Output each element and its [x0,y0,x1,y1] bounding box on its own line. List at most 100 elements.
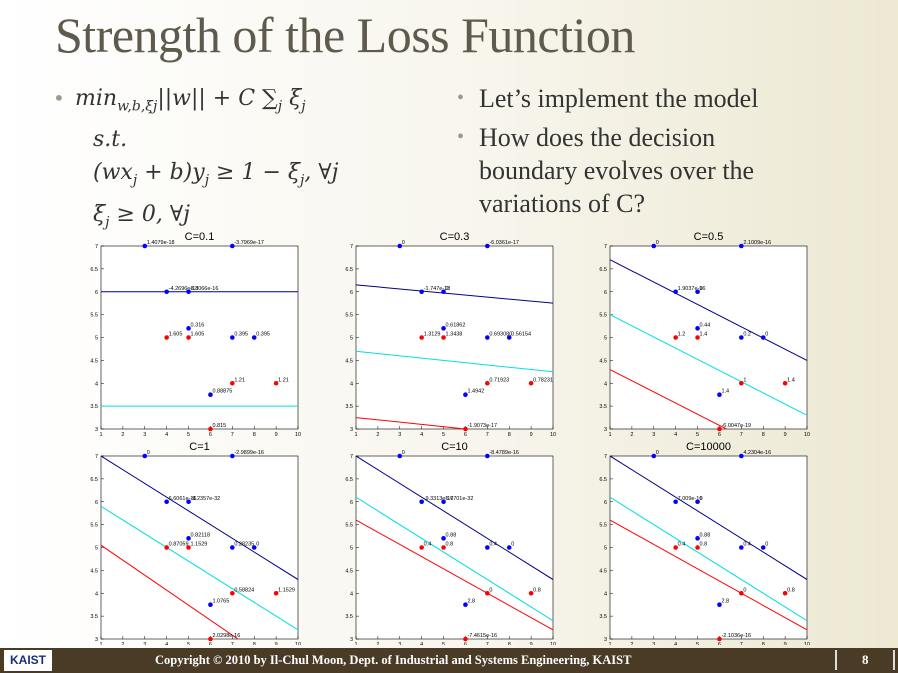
lines [610,456,807,631]
point [186,326,191,331]
y-tick-label: 6 [350,290,353,296]
point-label: 1 [743,377,746,383]
point-label: 0 [656,240,659,246]
point-label: -3.7969e-17 [234,240,264,246]
page-box: 8 [835,650,895,670]
formula-part: j [300,172,305,189]
y-tick-label: 6.5 [90,267,98,273]
point-label: 0 [489,587,492,593]
x-tick-label: 5 [442,642,445,645]
formula-part: ||w|| + C ∑ [157,86,278,111]
x-tick-label: 8 [253,642,256,645]
logo-box: KAIST [4,650,52,671]
formula-part: min [75,86,118,111]
x-tick-label: 6 [718,432,721,438]
plot: C=10000 1 2 3 4 5 6 7 8 9 10 3 3.5 4 4.5 5 5.5 6 6.5 7 0 4.23… [599,441,810,645]
point-label: 0.4 [489,542,497,548]
formula-part: j [204,172,210,189]
lines [610,259,807,429]
x-tick-label: 5 [696,642,699,645]
point [528,590,534,596]
y-tick-label: 3.5 [345,614,353,620]
point [441,326,446,331]
point-label: 1.4079e-18 [147,240,175,246]
y-tick-label: 7 [604,454,607,460]
point [251,335,257,340]
y-tick-label: 4 [604,591,607,597]
point-label: 0.88875 [212,389,232,395]
boundary-line [610,519,807,631]
plot-area [355,455,554,640]
x-tick-label: 7 [231,642,234,645]
y-tick-label: 6.5 [345,477,353,483]
x-tick-label: 9 [275,642,278,645]
point-label: 0.56154 [511,332,531,338]
y-tick-label: 5.5 [599,313,607,319]
boundary-line [610,369,728,429]
point-label: -6.0047e-19 [721,423,751,429]
bullet: • Let’s implement the model [457,84,759,113]
point-label: 2.8 [467,599,475,605]
point [717,426,722,432]
point [186,289,191,295]
y-tick-label: 6 [95,290,98,296]
point [673,499,678,505]
formula-line: s.t. [93,123,338,156]
point-label: -1.747e-18 [424,286,451,292]
x-tick-label: 7 [231,432,234,438]
point-label: 0.693080 [489,332,512,338]
point [695,545,700,550]
formula-part: ≥ 0, ∀j [109,201,190,227]
point [673,335,678,340]
point-label: 1.4 [700,332,708,338]
x-tick-label: 8 [508,642,511,645]
point-label: 0.58824 [234,587,254,593]
x-tick-label: 3 [652,642,655,645]
point [142,243,148,249]
boundary-line [610,259,807,361]
x-tick-label: 3 [398,642,401,645]
point-label: 0.8 [787,587,795,593]
boundary-line [610,496,807,622]
bullet-text: How does the decision boundary evolves o… [479,123,755,218]
point-label: -2.1036e-16 [721,633,751,639]
point [651,243,657,249]
formula-part: w,b,ξj [117,98,158,115]
x-tick-label: 7 [740,642,743,645]
point-label: 1.21 [234,377,245,383]
copyright: Copyright © 2010 by Il-Chul Moon, Dept. … [155,653,632,667]
y-tick-label: 5 [604,546,607,552]
x-tick-label: 9 [784,432,787,438]
point-label: 0.28235 [234,542,254,548]
y-tick-label: 3.5 [345,404,353,410]
y-tick-label: 3 [604,427,607,433]
point [760,545,766,550]
x-tick-label: 4 [674,642,677,645]
point [397,243,403,249]
y-tick-label: 5.5 [599,523,607,529]
point-label: 0.88 [700,532,711,538]
point [463,426,468,432]
point [273,590,279,596]
boundary-line [356,417,471,429]
point-label: 0.78231 [533,377,553,383]
point [485,243,490,249]
x-tick-label: 1 [608,642,611,645]
formula-line: (wxj + b)yj ≥ 1 − ξj, ∀j [93,156,338,197]
y-tick-label: 3 [95,637,98,643]
y-tick-label: 3 [95,427,98,433]
y-tick-label: 6.5 [90,477,98,483]
formula-part: , ∀j [304,160,339,186]
x-tick-label: 2 [376,432,379,438]
boundary-line [356,284,553,304]
x-tick-label: 4 [420,432,423,438]
point [739,590,744,596]
formula-line: minw,b,ξj||w|| + C ∑j ξj [75,82,338,123]
point [208,602,213,607]
lines [101,291,298,407]
point-label: 1.4 [721,389,729,395]
point [142,453,148,459]
point [273,380,279,386]
x-tick-label: 7 [486,432,489,438]
